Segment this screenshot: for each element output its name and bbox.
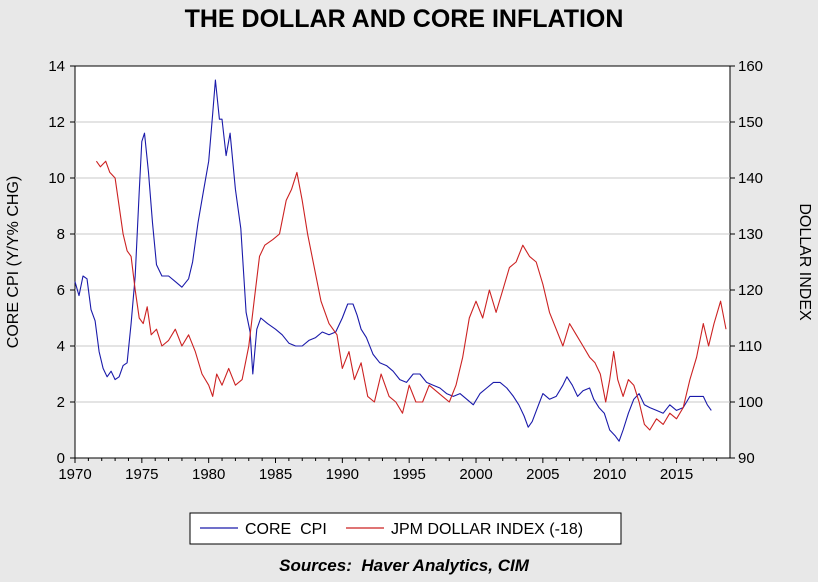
x-tick-label: 2010 xyxy=(593,466,626,483)
left-axis-label: CORE CPI (Y/Y% CHG) xyxy=(5,176,22,348)
core-cpi-line xyxy=(74,79,712,442)
right-tick-label: 130 xyxy=(738,226,763,243)
legend-box xyxy=(189,512,622,545)
right-tick-label: 100 xyxy=(738,394,763,411)
left-tick-label: 4 xyxy=(57,338,65,355)
axis-ticks: 0 2 4 6 8 10 12 14 90 100 110 120 130 140 150 160 1970 19… xyxy=(48,58,763,483)
right-tick-label: 150 xyxy=(738,114,763,131)
right-tick-label: 120 xyxy=(738,282,763,299)
chart-title: THE DOLLAR AND CORE INFLATION xyxy=(185,5,624,33)
x-tick-label: 2015 xyxy=(660,466,693,483)
right-axis-label: DOLLAR INDEX xyxy=(796,203,813,321)
left-tick-label: 6 xyxy=(57,282,65,299)
x-tick-label: 2000 xyxy=(459,466,492,483)
right-tick-label: 90 xyxy=(738,450,755,467)
x-tick-label: 2005 xyxy=(526,466,559,483)
x-tick-label: 1990 xyxy=(326,466,359,483)
left-tick-label: 12 xyxy=(48,114,65,131)
right-tick-label: 140 xyxy=(738,170,763,187)
series-lines xyxy=(74,79,727,442)
dollar-index-line xyxy=(95,160,727,431)
plot-area xyxy=(74,65,731,459)
legend: CORE CPI JPM DOLLAR INDEX (-18) xyxy=(189,512,622,545)
legend-label-core-cpi: CORE CPI xyxy=(245,521,327,538)
left-tick-label: 0 xyxy=(57,450,65,467)
gridlines xyxy=(75,121,730,403)
x-tick-label: 1975 xyxy=(125,466,158,483)
x-tick-label: 1970 xyxy=(58,466,91,483)
left-tick-label: 2 xyxy=(57,394,65,411)
x-tick-label: 1980 xyxy=(192,466,225,483)
left-tick-label: 14 xyxy=(48,58,65,75)
x-tick-label: 1985 xyxy=(259,466,292,483)
left-tick-label: 10 xyxy=(48,170,65,187)
sources-note: Sources: Haver Analytics, CIM xyxy=(279,556,530,575)
right-tick-label: 110 xyxy=(738,338,762,355)
right-tick-label: 160 xyxy=(738,58,763,75)
left-tick-label: 8 xyxy=(57,226,65,243)
legend-label-dollar-index: JPM DOLLAR INDEX (-18) xyxy=(391,521,583,538)
x-tick-label: 1995 xyxy=(392,466,425,483)
